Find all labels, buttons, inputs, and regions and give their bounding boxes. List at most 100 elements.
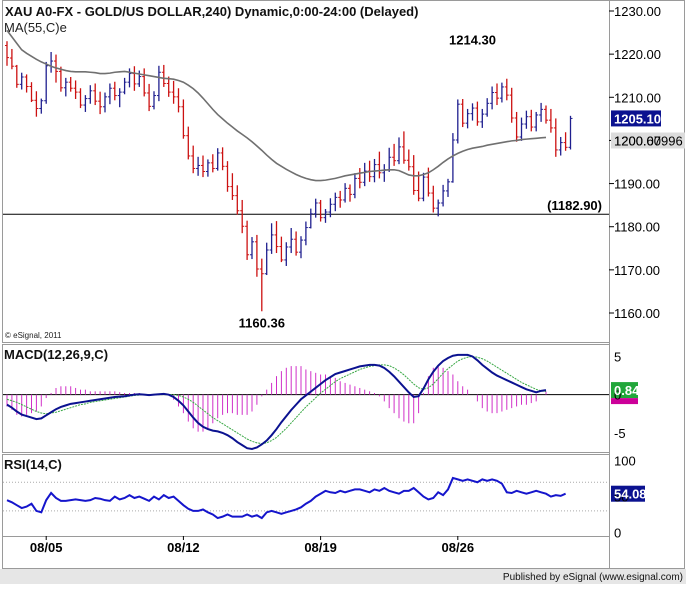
ohlc-bar [245,220,250,260]
ohlc-bar [401,131,406,164]
ohlc-bar [411,155,416,195]
ohlc-bar [107,83,112,105]
ohlc-bar [313,198,318,218]
ohlc-bar [24,74,29,93]
rsi-axis-tick-label: 0 [614,525,621,540]
ohlc-bar [529,109,534,132]
macd-axis-tick-label: 5 [614,349,621,364]
ohlc-bar [348,184,352,202]
ohlc-bar [191,145,196,174]
date-axis-tick-label: 08/26 [442,540,475,555]
ohlc-bar [289,228,294,254]
ohlc-bar [308,208,313,229]
ohlc-bar [215,148,220,171]
ohlc-bar [299,236,303,259]
macd-axis-tick-label: 0 [614,388,621,403]
ohlc-bar [78,88,83,109]
ohlc-bar [274,221,279,254]
ohlc-bar [475,101,480,126]
ohlc-bar [122,77,127,95]
ohlc-bar [58,66,63,92]
ma-line [6,29,547,182]
ohlc-bar [362,162,367,187]
high-annotation: 1214.30 [449,33,496,48]
ohlc-bar [450,133,455,183]
date-axis-tick-label: 08/19 [304,540,337,555]
ohlc-bar [259,258,264,312]
ohlc-bar [470,103,475,121]
price-axis-tick-label: 1190.00 [614,177,660,192]
price-axis-tick-label: 1180.00 [614,220,660,235]
marks-layer [3,10,685,540]
ohlc-bar [558,136,563,156]
ohlc-bar [166,76,171,97]
ohlc-bar [519,117,524,141]
ohlc-bar [269,223,274,254]
ohlc-bar [73,80,78,100]
ohlc-bar [196,156,201,176]
price-axis-tick-label: 1160.00 [614,306,660,321]
ohlc-bar [352,173,357,199]
price-axis-tick-label: 1230.00 [614,4,661,19]
ohlc-bar [377,151,382,179]
macd-title: MACD(12,26,9,C) [4,347,108,362]
price-axis-tick-label: 1210.00 [614,90,661,105]
ohlc-bar [524,110,529,129]
ohlc-bar [441,184,446,207]
ohlc-bar [5,41,9,66]
macd-signal-line [6,355,547,445]
ohlc-bar [98,91,103,115]
ohlc-bar [156,65,161,102]
price-axis-tick-label: 1220.00 [614,47,661,62]
ohlc-bar [485,98,490,117]
ohlc-bar [29,82,34,103]
ohlc-bar [357,168,362,189]
ma-indicator-label: MA(55,C)e [4,20,67,35]
macd-line [6,353,547,450]
ohlc-bar [171,80,176,104]
ohlc-bar [39,98,44,114]
ohlc-bar [318,199,323,222]
ohlc-bar [264,242,269,276]
ohlc-bar [63,77,68,97]
ohlc-bar [230,173,235,200]
ohlc-bar [548,108,553,133]
ohlc-bar [392,143,397,166]
ohlc-bar [225,161,230,192]
ohlc-bar [397,137,401,165]
rsi-value-label: 54.08 [614,487,647,502]
ohlc-bar [220,147,225,171]
ohlc-bar [338,190,343,208]
copyright-label: © eSignal, 2011 [5,331,62,340]
ohlc-bar [68,77,73,92]
ma-value-label: 1200.67996 [614,133,683,148]
ohlc-bar [284,242,289,266]
ohlc-bar [323,209,328,223]
ohlc-bar [343,183,348,203]
ohlc-bar [568,115,573,150]
ohlc-bar [240,199,245,234]
ohlc-bar [14,64,19,88]
rsi-title: RSI(14,C) [4,457,62,472]
ohlc-bar [480,108,485,128]
support-level-label: (1182.90) [547,198,602,213]
ohlc-bar [509,87,514,123]
labels-layer: 1160.00 1170.00 1180.00 1190.00 1200.00 1210.… [30,4,683,555]
ohlc-bar [152,91,156,110]
ohlc-bar [279,236,284,263]
ohlc-bar [431,185,436,213]
ohlc-bar [328,198,333,218]
price-chart-title: XAU A0-FX - GOLD/US DOLLAR,240) Dynamic,… [5,4,418,19]
ohlc-bar [181,99,186,139]
ohlc-bar [553,118,558,157]
ohlc-bar [88,85,93,104]
macd-signal-badge [611,398,638,405]
ohlc-bar [201,155,205,178]
date-axis-frame [2,536,610,569]
rsi-axis-tick-label: 100 [614,454,636,469]
date-axis-tick-label: 08/12 [167,540,200,555]
ohlc-bar [9,48,14,70]
macd-value-label: 0.84 [614,383,640,398]
ma-value-badge [611,132,685,149]
